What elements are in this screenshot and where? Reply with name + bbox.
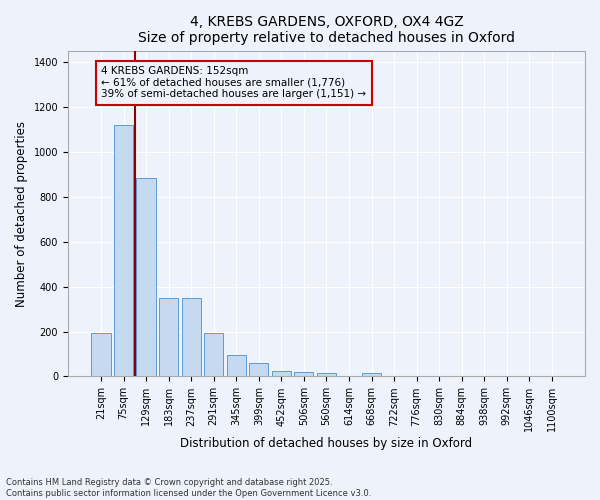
Bar (295, 372, 313, 376)
Bar (91, 332, 110, 376)
Bar (227, 355, 246, 376)
Bar (204, 332, 223, 376)
Bar (272, 371, 291, 376)
Title: 4, KREBS GARDENS, OXFORD, OX4 4GZ
Size of property relative to detached houses i: 4, KREBS GARDENS, OXFORD, OX4 4GZ Size o… (138, 15, 515, 45)
Bar (182, 298, 201, 376)
Y-axis label: Number of detached properties: Number of detached properties (15, 120, 28, 306)
Bar (362, 373, 381, 376)
Bar (249, 363, 268, 376)
Bar (114, 124, 133, 376)
Text: Contains HM Land Registry data © Crown copyright and database right 2025.
Contai: Contains HM Land Registry data © Crown c… (6, 478, 371, 498)
Bar (136, 178, 155, 376)
Text: 4 KREBS GARDENS: 152sqm
← 61% of detached houses are smaller (1,776)
39% of semi: 4 KREBS GARDENS: 152sqm ← 61% of detache… (101, 66, 367, 100)
X-axis label: Distribution of detached houses by size in Oxford: Distribution of detached houses by size … (181, 437, 473, 450)
Bar (317, 372, 336, 376)
Bar (159, 298, 178, 376)
